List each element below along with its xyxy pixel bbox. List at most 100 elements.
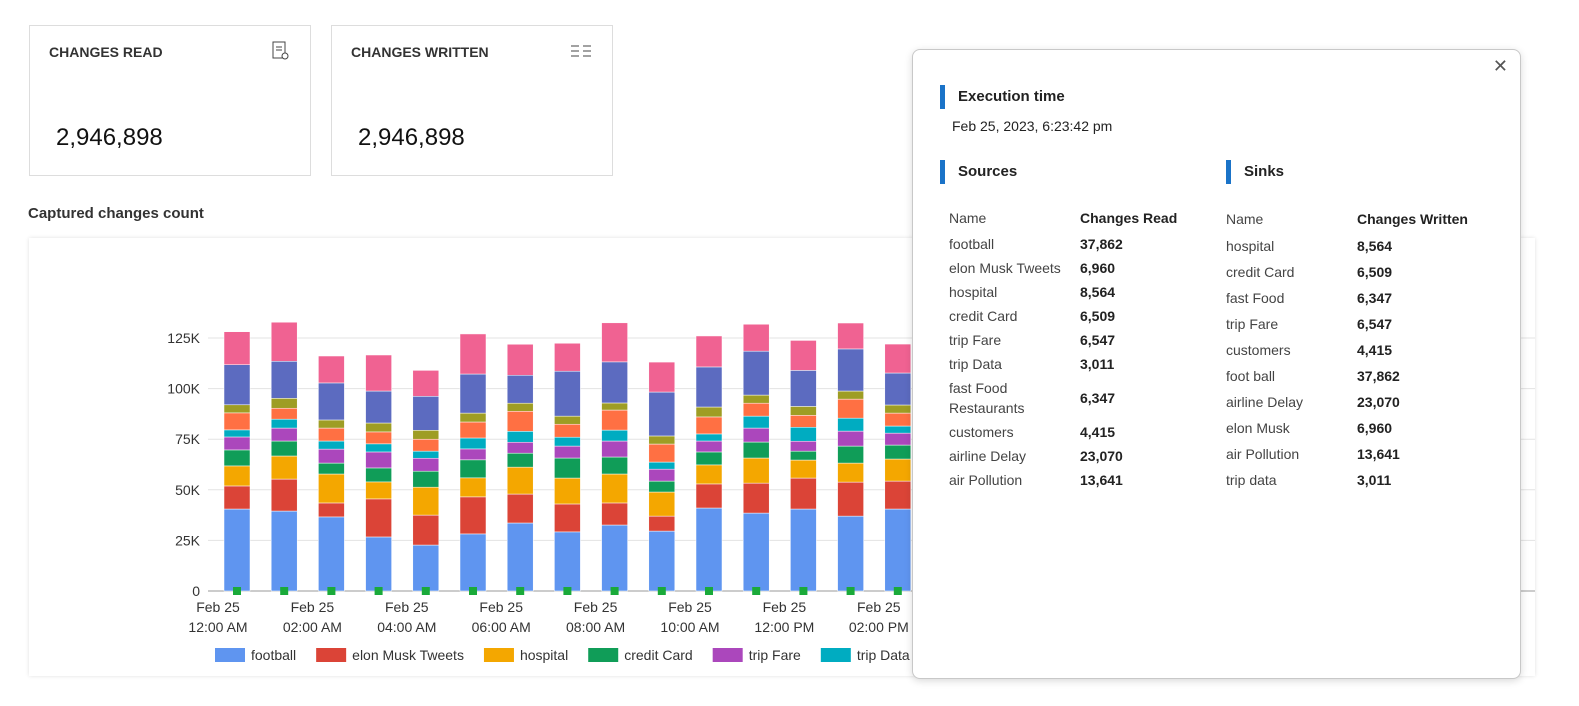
legend-label: elon Musk Tweets [352, 647, 464, 663]
bar-segment [554, 343, 581, 372]
bar-segment [648, 391, 676, 437]
bar-segment [695, 440, 723, 453]
x-tick-label-line: Feb 25 [857, 599, 901, 615]
bar-segment [318, 502, 345, 518]
bar-segment [790, 406, 817, 416]
bar-segment [223, 465, 251, 487]
bar-segment [837, 322, 864, 350]
y-tick-label: 75K [175, 431, 201, 447]
bar-segment [648, 515, 676, 532]
column-header: Changes Read [1080, 210, 1178, 226]
table-row: elon Musk 6,960 [1226, 415, 1497, 441]
legend-swatch [215, 648, 245, 662]
baseline-marker [846, 587, 855, 595]
row-value: 6,509 [1080, 308, 1116, 324]
table-row: airline Delay 23,070 [1226, 389, 1497, 415]
x-tick-label: Feb 25 06:00 AM [472, 599, 531, 635]
bar-segment [884, 458, 912, 482]
row-name: trip Data [949, 356, 1002, 372]
baseline-marker [799, 587, 808, 595]
bar-segment [459, 477, 487, 498]
row-value: 6,347 [1357, 290, 1393, 306]
bar-segment [884, 432, 912, 446]
table-row: fast Food Restaurants 6,347 [949, 376, 1220, 420]
table-row: customers 4,415 [1226, 337, 1497, 363]
bar-segment [554, 531, 581, 592]
x-tick-label-line: Feb 25 [763, 599, 807, 615]
bar-segment [742, 427, 770, 443]
bar-segment [884, 412, 912, 427]
bar-segment [648, 468, 676, 482]
bar-segment [459, 533, 487, 592]
bar-segment [601, 456, 628, 475]
bar-segment [318, 462, 345, 475]
x-tick-label-line: Feb 25 [574, 599, 618, 615]
legend-label: credit Card [624, 647, 692, 663]
bar-segment [601, 322, 628, 363]
table-row: football 37,862 [949, 232, 1220, 256]
baseline-marker [374, 587, 383, 595]
x-tick-label: Feb 25 10:00 AM [660, 599, 719, 635]
row-value: 6,509 [1357, 264, 1393, 280]
bar-segment [365, 390, 392, 424]
header-row: Name Changes Read [949, 206, 1220, 232]
execution-time: Feb 25, 2023, 6:23:42 pm [952, 118, 1113, 134]
bar-segment [365, 536, 392, 592]
bar-segment [790, 450, 817, 461]
table-row: hospital 8,564 [949, 280, 1220, 304]
bar-segment [365, 481, 392, 500]
bar-segment [695, 483, 723, 509]
bar-segment [412, 514, 440, 546]
bar-segment [412, 544, 440, 592]
baseline-marker [752, 587, 761, 595]
bar-segment [742, 457, 770, 484]
x-tick-label-line: 10:00 AM [660, 619, 719, 635]
row-name: customers [1226, 342, 1291, 358]
bar-segment [318, 516, 345, 592]
row-value: 3,011 [1080, 356, 1115, 372]
baseline-marker [610, 587, 619, 595]
bar-segment [318, 382, 345, 421]
bar-segment [223, 436, 251, 451]
close-button[interactable]: ✕ [1492, 56, 1508, 76]
legend-label: football [251, 647, 296, 663]
row-name: credit Card [1226, 264, 1295, 280]
bar-segment [742, 402, 770, 417]
table-row: credit Card 6,509 [1226, 259, 1497, 285]
legend-label: trip Data [857, 647, 910, 663]
x-tick-label: Feb 25 08:00 AM [566, 599, 625, 635]
row-value: 4,415 [1357, 342, 1393, 358]
bar-segment [412, 470, 440, 488]
bar-segment [270, 361, 298, 399]
baseline-marker [280, 587, 289, 595]
x-tick-label-line: 02:00 AM [283, 619, 342, 635]
bar-segment [884, 343, 912, 374]
y-tick-label: 25K [175, 532, 201, 548]
bar-segment [554, 445, 581, 459]
bar-segment [742, 415, 770, 429]
bar-segment [223, 485, 251, 510]
bar-segment [270, 398, 298, 409]
row-name: fast Food Restaurants [949, 380, 1025, 416]
legend-item: trip Data [820, 647, 910, 663]
x-tick-label: Feb 25 02:00 AM [283, 599, 342, 635]
bar-segment [506, 452, 534, 468]
bar-segment [459, 373, 487, 414]
bar-segment [884, 425, 912, 434]
row-value: 23,070 [1080, 448, 1123, 464]
bar-segment [223, 429, 251, 438]
baseline-marker [233, 587, 241, 595]
x-tick-label-line: 12:00 PM [754, 619, 814, 635]
bar-segment [318, 355, 345, 384]
table-row: credit Card 6,509 [949, 304, 1220, 328]
header-row: Name Changes Written [1226, 207, 1497, 233]
row-name: airline Delay [1226, 394, 1304, 410]
bar-segment [695, 366, 723, 408]
row-value: 8,564 [1357, 238, 1393, 254]
bar-segment [459, 496, 487, 535]
table-row: elon Musk Tweets 6,960 [949, 256, 1220, 280]
bar-segment [270, 427, 298, 442]
legend-label: hospital [520, 647, 568, 663]
bar-segment [459, 412, 487, 423]
